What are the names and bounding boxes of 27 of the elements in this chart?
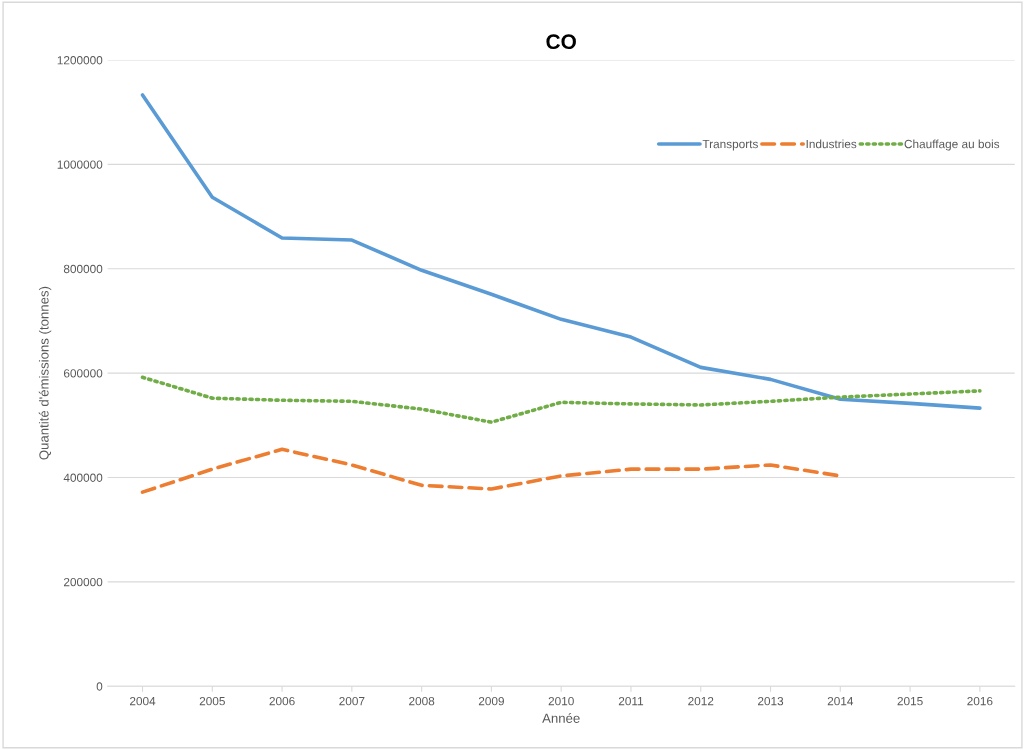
x-tick-label: 2008 [409,696,435,706]
y-tick-label: 200000 [63,577,103,587]
y-tick-label: 1000000 [57,160,103,169]
line-series [140,375,982,424]
x-tick-label: 2016 [967,696,993,706]
x-tick-label: 2010 [548,696,574,706]
y-tick-label: 600000 [63,369,103,378]
legend-label: Industries [806,139,857,149]
x-tick-label: 2004 [129,696,156,706]
legend-label: Chauffage au bois [904,139,1000,151]
x-tick-label: 2005 [199,696,225,706]
x-tick-label: 2011 [618,696,644,706]
x-tick-label: 2007 [339,696,365,706]
x-tick-label: 2006 [269,696,295,706]
x-tick-label: 2009 [478,696,504,706]
legend-label: Transports [702,139,758,151]
x-tick-label: 2013 [757,696,784,706]
x-axis-title: Année [542,713,580,723]
y-tick-label: 1200000 [57,56,103,65]
x-tick-label: 2015 [897,696,923,706]
x-tick-label: 2012 [688,696,714,706]
chart-title: CO [546,34,576,50]
y-tick-label: 400000 [63,473,103,482]
y-tick-label: 0 [96,682,103,691]
x-tick-label: 2014 [827,696,854,706]
y-axis-title: Quantité d'émissions (tonnes) [38,286,52,460]
y-tick-label: 800000 [63,264,103,274]
